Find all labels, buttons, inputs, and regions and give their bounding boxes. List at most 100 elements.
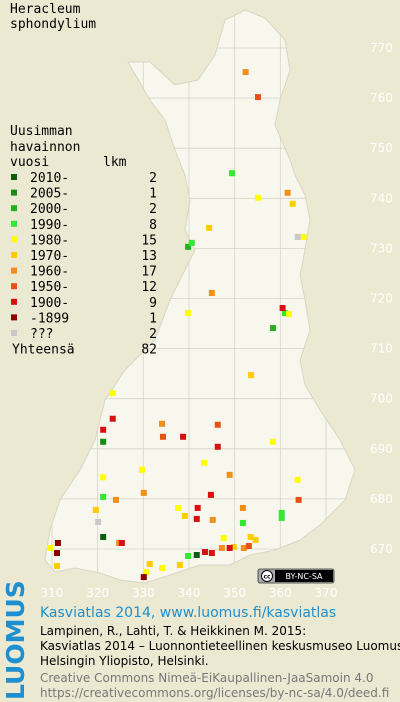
legend-count: 2 (149, 202, 157, 217)
observation (278, 509, 285, 516)
observation (54, 563, 61, 570)
legend-swatch (11, 189, 17, 196)
legend-label: 1970- (30, 249, 69, 264)
observation (214, 421, 221, 428)
observation (100, 438, 107, 445)
legend-count: 12 (141, 280, 157, 295)
legend-swatch (11, 174, 17, 180)
observation (228, 170, 235, 177)
observation (175, 504, 182, 511)
legend-swatch (11, 252, 17, 258)
legend-swatch (11, 220, 17, 227)
finland-outline (44, 9, 356, 584)
legend-label: ??? (30, 327, 53, 342)
y-tick-label: 720 (370, 292, 393, 306)
citation: Helsingin Yliopisto, Helsinki. (40, 654, 209, 668)
observation (245, 542, 252, 549)
x-tick-label: 360 (269, 586, 292, 600)
observation (201, 549, 208, 556)
observation (159, 420, 166, 427)
legend-swatch (11, 314, 17, 321)
x-tick-label: 310 (41, 586, 64, 600)
legend-heading: vuosi (10, 155, 49, 170)
legend-swatch (11, 283, 17, 290)
observation (109, 390, 116, 397)
badge-text: BY-NC-SA (285, 572, 323, 581)
legend-swatch (11, 298, 17, 305)
observation (270, 438, 277, 445)
legend-count: 2 (149, 171, 157, 186)
observation (281, 310, 288, 317)
legend-swatch (11, 330, 17, 336)
legend-label: -1899 (30, 311, 69, 326)
y-tick-label: 730 (370, 241, 393, 255)
observation (270, 325, 277, 332)
observation (279, 305, 286, 312)
observation (54, 539, 61, 546)
observation (185, 243, 192, 250)
observation (92, 506, 99, 513)
observation (294, 476, 301, 483)
observation (254, 94, 261, 101)
observation (118, 539, 125, 546)
observation (226, 471, 233, 478)
observation (252, 536, 259, 543)
license: Creative Commons Nimeä-EiKaupallinen-Jaa… (40, 671, 374, 685)
legend-label: 2005- (30, 187, 69, 202)
svg-text:cc: cc (263, 574, 271, 581)
legend-count: 1 (149, 187, 157, 202)
footer-link: Kasviatlas 2014, www.luomus.fi/kasviatla… (40, 605, 336, 621)
observation (54, 550, 61, 557)
observation (188, 239, 195, 246)
observation (143, 569, 150, 576)
legend-count: 9 (149, 296, 157, 311)
legend-label: 1980- (30, 233, 69, 248)
observation (109, 415, 116, 422)
legend-label: 1960- (30, 265, 69, 280)
legend-count: 8 (149, 218, 157, 233)
x-tick-label: 350 (223, 586, 246, 600)
y-tick-label: 680 (370, 492, 393, 506)
observation (180, 433, 187, 440)
title: sphondylium (10, 17, 96, 32)
legend-total-label: Yhteensä (12, 343, 75, 358)
legend-label: 1950- (30, 280, 69, 295)
observation (294, 233, 301, 240)
observation (207, 491, 214, 498)
observation (100, 533, 107, 540)
observation (176, 562, 183, 569)
y-tick-label: 750 (370, 141, 393, 155)
legend-heading: havainnon (10, 140, 80, 155)
observation (209, 516, 216, 523)
legend-count: 13 (141, 249, 157, 264)
observation (239, 504, 246, 511)
observation (278, 514, 285, 521)
legend-heading: Uusimman (10, 124, 73, 139)
legend-count: 17 (141, 265, 157, 280)
observation (146, 561, 153, 568)
observation (300, 233, 307, 240)
legend-label: 2000- (30, 202, 69, 217)
legend-swatch (11, 236, 17, 243)
observation (248, 372, 255, 379)
observation (193, 515, 200, 522)
cc-badge: cc BY-NC-SA (257, 568, 335, 584)
x-tick-label: 340 (178, 586, 201, 600)
citation: Lampinen, R., Lahti, T. & Heikkinen M. 2… (40, 624, 306, 638)
axis-labels: 310 320 330 340 350 360 370 670 680 690 700 710 720 7… (41, 41, 393, 600)
logo: LUOMUS (1, 580, 30, 700)
legend: Uusimman havainnon vuosi lkm 2010- 2 2005-… (10, 124, 157, 358)
legend-count: 1 (149, 311, 157, 326)
y-tick-label: 670 (370, 542, 393, 556)
observation (159, 565, 166, 572)
observation (218, 544, 225, 551)
observation (208, 289, 215, 296)
observation (286, 311, 293, 318)
title: Heracleum (10, 2, 81, 17)
legend-count: 15 (141, 233, 157, 248)
y-tick-label: 760 (370, 91, 393, 105)
observation (239, 519, 246, 526)
x-tick-label: 330 (132, 586, 155, 600)
